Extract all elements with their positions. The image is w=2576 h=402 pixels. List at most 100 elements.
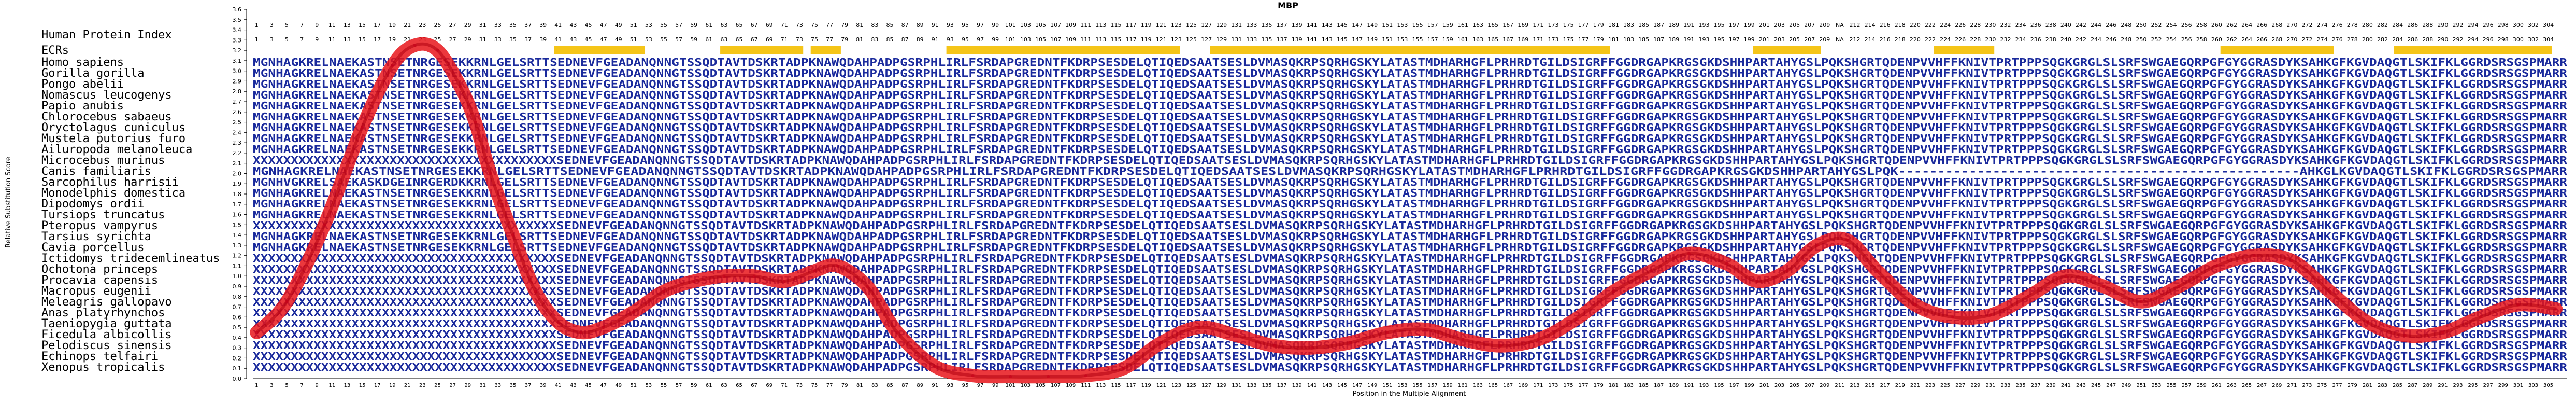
alignment-row: XXXXXXXXXXXXXXXXXXXXXXXXXXXXXXXXXXXXXXXX… bbox=[253, 350, 2568, 363]
score-point bbox=[1385, 331, 1389, 334]
alignment-row: MGNHAGKRELNAEKASTNSETNRGESEKKRNLGELSRTTS… bbox=[253, 121, 2568, 134]
x-tick-label: 223 bbox=[1925, 383, 1935, 389]
x-tick-label: 179 bbox=[1594, 383, 1604, 389]
top-index-label: 43 bbox=[569, 36, 577, 43]
top-index-label: 131 bbox=[1231, 22, 1242, 29]
top-index-label: 266 bbox=[2256, 36, 2267, 43]
top-index-label: 222 bbox=[1925, 36, 1936, 43]
top-index-label: 167 bbox=[1502, 22, 1513, 29]
top-index-label: 268 bbox=[2271, 36, 2282, 43]
top-index-label: 27 bbox=[449, 22, 456, 29]
top-index-label: 85 bbox=[886, 36, 894, 43]
y-tick-label: 1.5 bbox=[233, 221, 242, 228]
top-index-label: 187 bbox=[1653, 36, 1664, 43]
y-tick-label: 3.2 bbox=[233, 47, 242, 54]
score-point bbox=[1755, 280, 1758, 283]
top-index-label: 155 bbox=[1412, 22, 1423, 29]
top-index-label: 63 bbox=[720, 36, 727, 43]
x-tick-label: 173 bbox=[1548, 383, 1558, 389]
score-point bbox=[1122, 367, 1125, 370]
top-index-label: 294 bbox=[2468, 22, 2479, 29]
top-index-label: 139 bbox=[1292, 36, 1303, 43]
species-label: Cavia porcellus bbox=[41, 241, 145, 254]
y-tick-label: 1.9 bbox=[233, 181, 242, 187]
x-tick-label: 277 bbox=[2332, 383, 2342, 389]
top-index-label: 55 bbox=[660, 22, 667, 29]
x-tick-label: 141 bbox=[1307, 383, 1317, 389]
alignment-rows: MGNHAGKRELNAEKASTNSETNRGESEKKRNLGELSRTTS… bbox=[253, 56, 2568, 373]
top-index-label: 81 bbox=[856, 36, 863, 43]
x-tick-label: 111 bbox=[1081, 383, 1091, 389]
x-tick-label: 157 bbox=[1428, 383, 1438, 389]
alignment-row: XXXXXXXXXXXXXXXXXXXXXXXXXXXXXXXXXXXXXXXX… bbox=[253, 154, 2568, 167]
score-point bbox=[1725, 262, 1728, 266]
x-tick-label: 135 bbox=[1262, 383, 1271, 389]
x-tick-label: 255 bbox=[2167, 383, 2177, 389]
x-tick-label: 85 bbox=[886, 383, 893, 389]
top-index-label: 61 bbox=[705, 36, 712, 43]
top-index-label: 300 bbox=[2513, 22, 2524, 29]
top-index-label: 141 bbox=[1307, 22, 1318, 29]
top-index-label: 254 bbox=[2166, 22, 2177, 29]
top-index-label: 258 bbox=[2196, 36, 2207, 43]
x-tick-label: 189 bbox=[1669, 383, 1679, 389]
top-index-label: 41 bbox=[554, 22, 562, 29]
top-index-label: 9 bbox=[315, 22, 319, 29]
x-tick-label: 7 bbox=[300, 383, 303, 389]
top-index-label: 282 bbox=[2377, 22, 2388, 29]
top-index-label: 248 bbox=[2121, 22, 2131, 29]
top-index-label: 125 bbox=[1186, 22, 1197, 29]
x-tick-label: 91 bbox=[932, 383, 938, 389]
y-tick-label: 3.0 bbox=[233, 68, 242, 75]
y-tick-label: 2.2 bbox=[233, 150, 242, 157]
x-tick-label: 89 bbox=[917, 383, 923, 389]
y-tick-label: 1.0 bbox=[233, 273, 242, 280]
x-tick-label: 121 bbox=[1156, 383, 1166, 389]
score-point bbox=[2366, 321, 2369, 324]
top-index-label: 73 bbox=[796, 22, 803, 29]
top-index-label: 300 bbox=[2513, 36, 2524, 43]
y-tick-label: 1.6 bbox=[233, 212, 242, 218]
top-index-label: 256 bbox=[2181, 22, 2192, 29]
top-index-label: 49 bbox=[615, 36, 622, 43]
top-index-label: 195 bbox=[1714, 36, 1725, 43]
top-index-label: 131 bbox=[1231, 36, 1242, 43]
top-index-label: 53 bbox=[645, 36, 652, 43]
top-index-label: 93 bbox=[947, 36, 954, 43]
top-index-label: 228 bbox=[1970, 22, 1981, 29]
x-tick-label: 33 bbox=[495, 383, 502, 389]
top-index-label: 220 bbox=[1910, 36, 1921, 43]
y-tick-label: 2.8 bbox=[233, 88, 242, 95]
top-index-label: 205 bbox=[1789, 22, 1800, 29]
y-tick-label: 0.7 bbox=[233, 304, 242, 311]
top-index-label: 278 bbox=[2347, 22, 2358, 29]
top-index-label: 79 bbox=[841, 36, 848, 43]
top-index-label: 212 bbox=[1850, 22, 1861, 29]
x-tick-label: 79 bbox=[841, 383, 848, 389]
top-index-label: 193 bbox=[1699, 22, 1710, 29]
substitution-score-line bbox=[250, 37, 2563, 384]
x-tick-label: 99 bbox=[992, 383, 999, 389]
top-index-label: 19 bbox=[389, 22, 396, 29]
y-tick-label: 3.1 bbox=[233, 58, 242, 64]
alignment-row: XXXXXXXXXXXXXXXXXXXXXXXXXXXXXXXXXXXXXXXX… bbox=[253, 263, 2568, 275]
species-label: Meleagris gallopavo bbox=[41, 296, 172, 309]
top-index-label: 105 bbox=[1035, 36, 1046, 43]
species-label: Monodelphis domestica bbox=[41, 187, 185, 200]
row-headers: Human Protein Index ECRs bbox=[41, 29, 172, 57]
y-tick-label: 1.4 bbox=[233, 232, 242, 239]
top-index-label: 302 bbox=[2528, 36, 2539, 43]
top-index-label: 177 bbox=[1578, 22, 1589, 29]
y-tick-label: 0.2 bbox=[233, 355, 242, 362]
x-tick-label: 177 bbox=[1579, 383, 1588, 389]
top-index-label: 304 bbox=[2543, 36, 2554, 43]
top-index-label: 89 bbox=[917, 22, 924, 29]
score-point bbox=[933, 365, 937, 368]
top-index-label: 274 bbox=[2317, 22, 2328, 29]
score-point bbox=[896, 331, 899, 334]
x-tick-label: 245 bbox=[2091, 383, 2101, 389]
ecr-block bbox=[946, 46, 1180, 54]
top-index-label: 197 bbox=[1729, 22, 1740, 29]
x-tick-label: 3 bbox=[270, 383, 273, 389]
